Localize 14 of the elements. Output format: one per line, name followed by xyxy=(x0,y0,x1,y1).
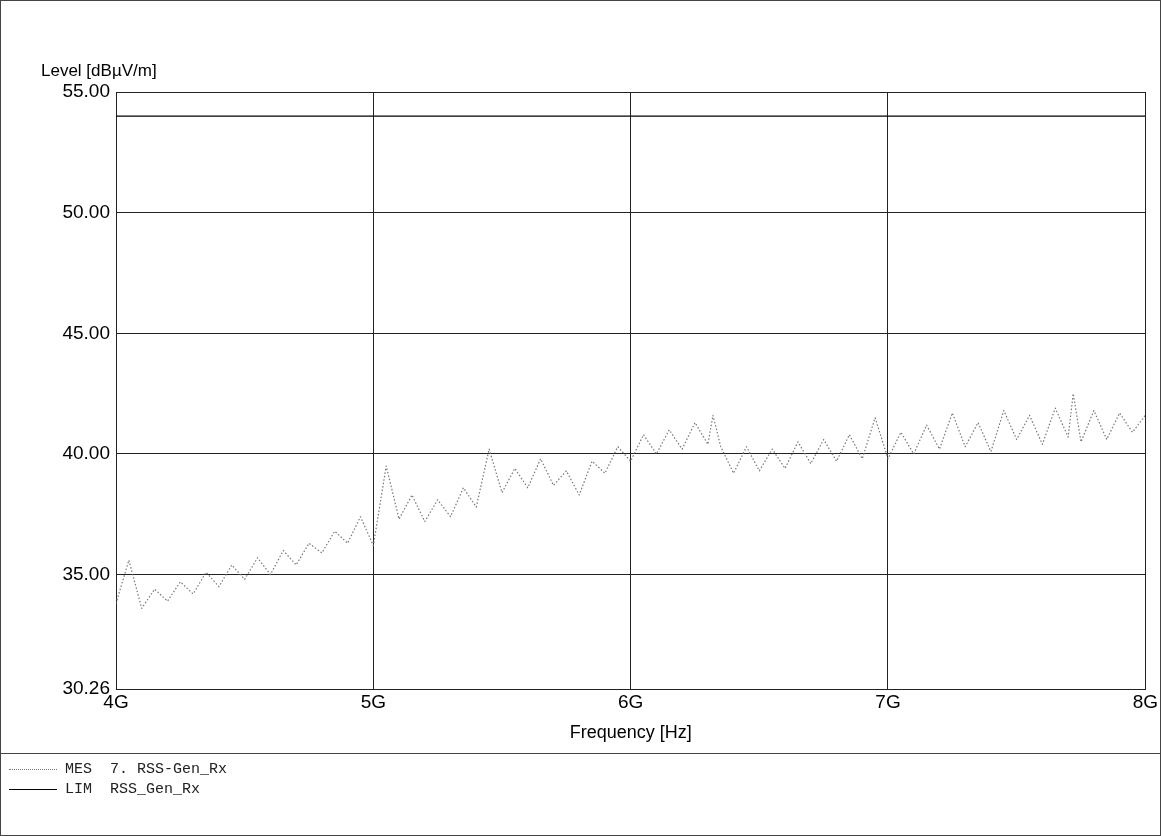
y-tick-label: 55.00 xyxy=(62,80,110,102)
legend-label: LIM RSS_Gen_Rx xyxy=(65,780,201,798)
x-tick-label: 7G xyxy=(875,690,901,712)
x-tick-label: 8G xyxy=(1132,690,1159,712)
legend-label: MES 7. RSS-Gen_Rx xyxy=(65,760,228,778)
y-axis-title: Level [dBµV/m] xyxy=(41,61,157,81)
y-tick-label: 40.00 xyxy=(62,442,110,464)
y-tick-label: 45.00 xyxy=(62,321,110,343)
line-series xyxy=(116,393,1146,609)
x-tick-label: 5G xyxy=(360,690,387,712)
x-tick-label: 6G xyxy=(617,690,644,712)
x-axis-title: Frequency [Hz] xyxy=(569,722,692,743)
y-tick-label: 35.00 xyxy=(62,562,110,584)
y-tick-label: 50.00 xyxy=(62,200,110,222)
